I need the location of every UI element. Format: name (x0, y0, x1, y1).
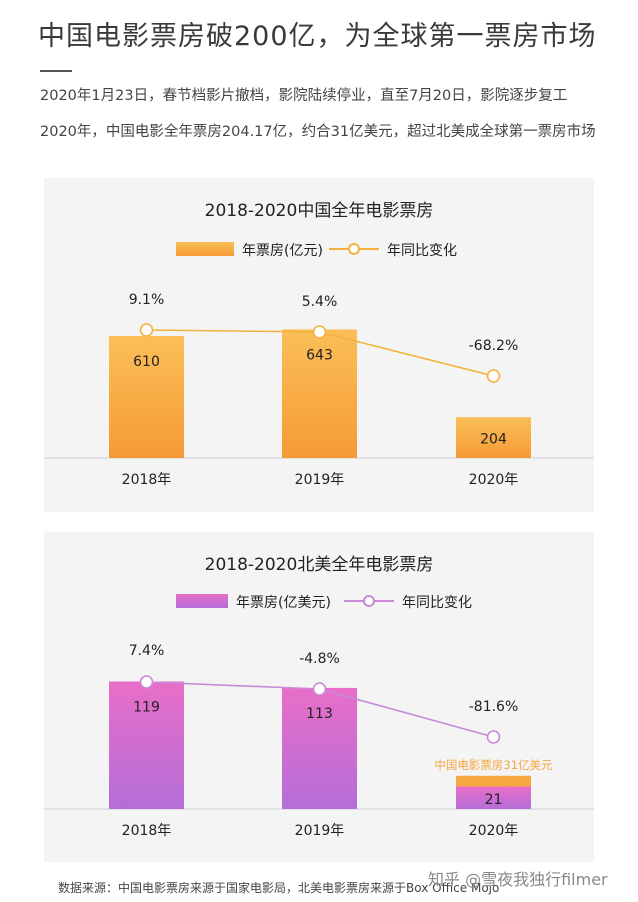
intro-paragraph-1: 2020年1月23日，春节档影片撤档，影院陆续停业，直至7月20日，影院逐步复工 (40, 88, 568, 104)
legend-line-label: 年同比变化 (387, 243, 457, 259)
legend-line-marker (363, 595, 375, 607)
yoy-point (312, 682, 327, 696)
bar-value-label: 113 (306, 706, 333, 722)
watermark: 知乎 @雪夜我独行filmer (428, 870, 608, 889)
intro-paragraph-2: 2020年，中国电影全年票房204.17亿，约合31亿美元，超过北美成全球第一票… (40, 124, 596, 140)
bar (282, 687, 357, 809)
bar (109, 336, 184, 458)
page-title: 中国电影票房破200亿，为全球第一票房市场 (38, 21, 597, 52)
bar (456, 786, 531, 809)
legend-bar-label: 年票房(亿美元) (236, 595, 331, 611)
yoy-point (486, 730, 501, 744)
yoy-point (139, 323, 154, 337)
legend-line-marker (348, 243, 360, 255)
annotation-marker (456, 775, 531, 787)
x-tick-label: 2019年 (295, 823, 345, 839)
yoy-point (139, 675, 154, 689)
bar-value-label: 610 (133, 354, 160, 370)
data-source-note: 数据来源：中国电影票房来源于国家电影局，北美电影票房来源于Box Office … (58, 881, 500, 895)
yoy-label: 5.4% (302, 294, 338, 310)
x-tick-label: 2018年 (122, 472, 172, 488)
title-divider (40, 70, 72, 72)
yoy-point (486, 369, 501, 383)
yoy-label: 7.4% (129, 643, 165, 659)
annotation-label: 中国电影票房31亿美元 (434, 758, 553, 772)
yoy-label: -81.6% (469, 699, 519, 715)
chart-title: 2018-2020北美全年电影票房 (205, 555, 434, 575)
legend-bar-swatch (176, 242, 234, 256)
bar (282, 329, 357, 458)
bar-value-label: 21 (485, 792, 503, 808)
yoy-point (312, 325, 327, 339)
legend-bar-swatch (176, 594, 228, 608)
chart-title: 2018-2020中国全年电影票房 (205, 201, 434, 221)
north-america-box-office-chart-card: 2018-2020北美全年电影票房年票房(亿美元) 年同比变化 119 2018年 11… (44, 532, 594, 862)
china-box-office-chart-card: 2018-2020中国全年电影票房年票房(亿元) 年同比变化 610 2018年 643… (44, 178, 594, 512)
bar-value-label: 119 (133, 700, 160, 716)
yoy-label: -68.2% (469, 338, 519, 354)
bar (456, 417, 531, 458)
legend-line-label: 年同比变化 (402, 595, 472, 611)
legend-bar-label: 年票房(亿元) (242, 243, 323, 259)
yoy-label: -4.8% (299, 651, 340, 667)
yoy-label: 9.1% (129, 292, 165, 308)
x-tick-label: 2020年 (469, 472, 519, 488)
bar (109, 681, 184, 809)
bar-value-label: 643 (306, 347, 333, 363)
x-tick-label: 2020年 (469, 823, 519, 839)
x-tick-label: 2019年 (295, 472, 345, 488)
x-tick-label: 2018年 (122, 823, 172, 839)
bar-value-label: 204 (480, 432, 507, 448)
